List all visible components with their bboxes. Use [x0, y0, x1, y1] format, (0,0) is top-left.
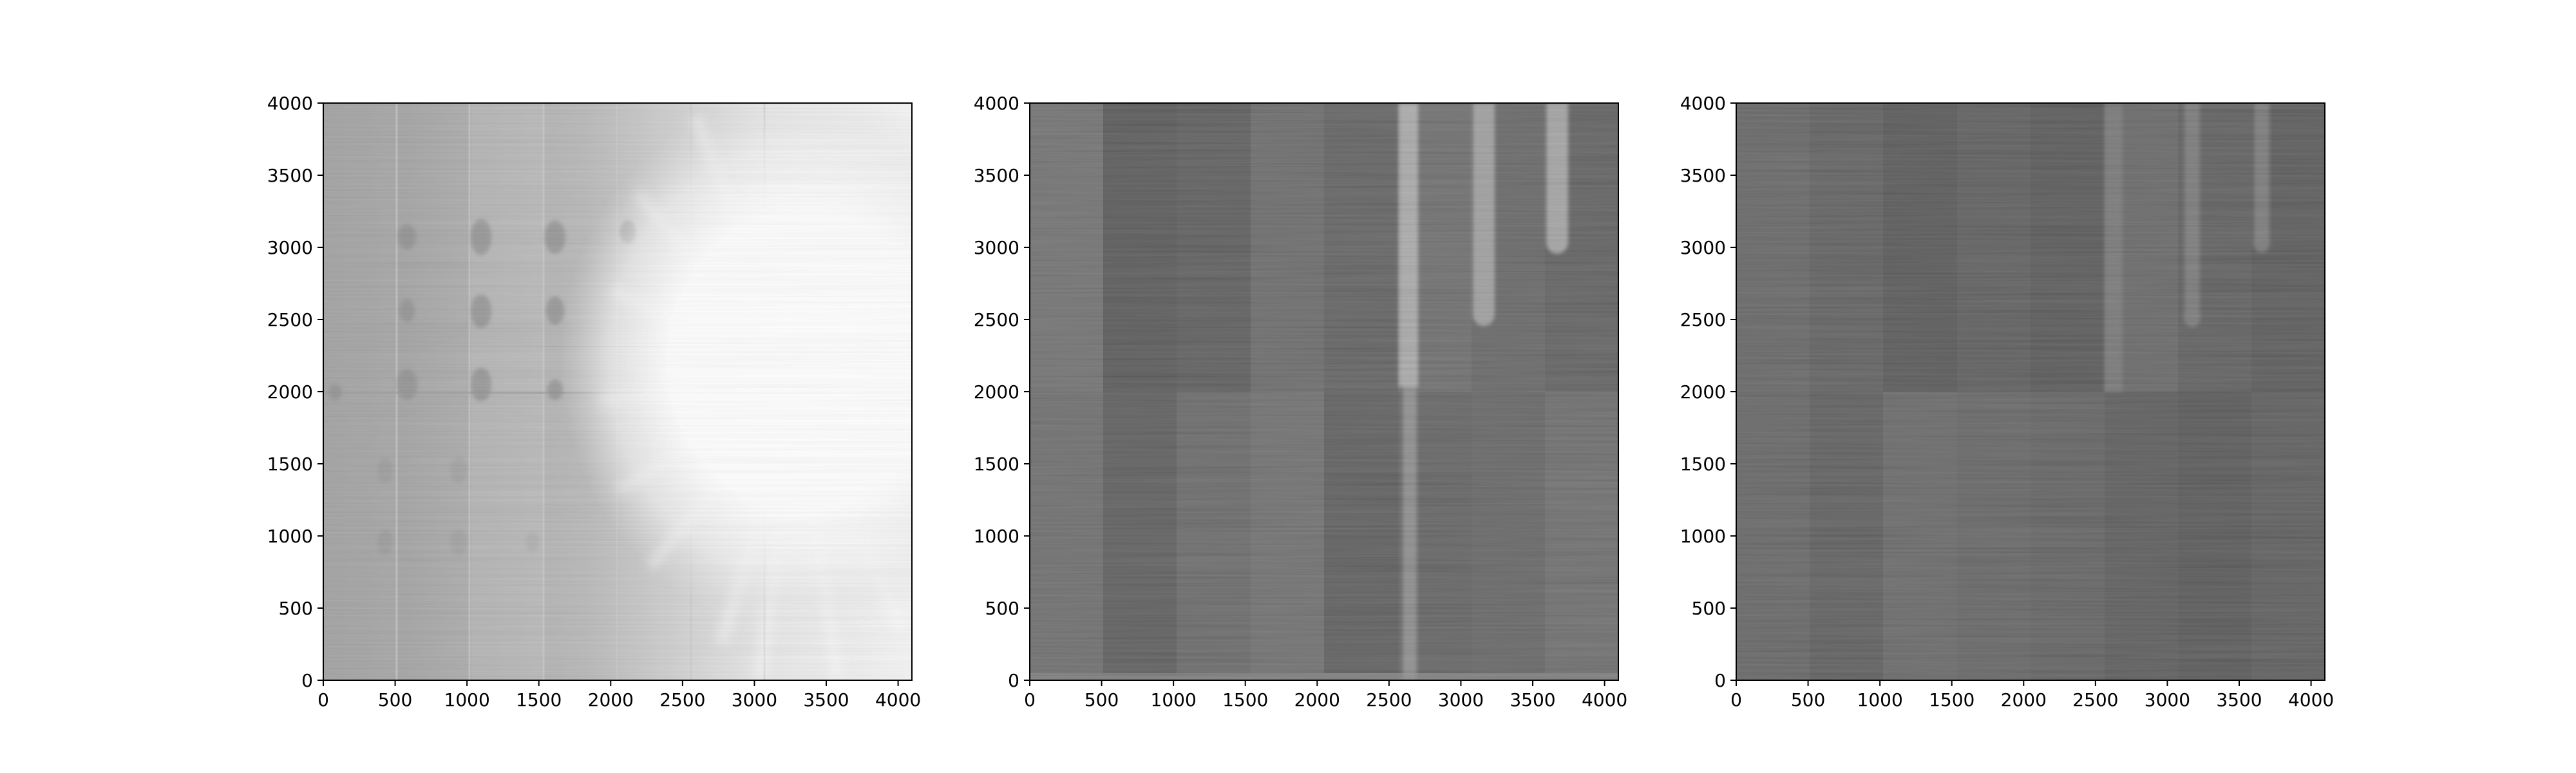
x-tick-label-2-2: 1000	[1151, 689, 1197, 711]
x-tick-label-2-4: 2000	[1294, 689, 1340, 711]
y-tick-label-3-2: 1000	[1680, 526, 1726, 547]
y-tick-label-2-0: 0	[1008, 670, 1019, 691]
y-tick-label-1-0: 0	[301, 670, 313, 691]
y-tick-label-3-6: 3000	[1680, 237, 1726, 258]
x-tick-label-1-0: 0	[317, 689, 329, 711]
panel-2-image	[1030, 103, 1618, 680]
y-tick-label-3-1: 500	[1692, 598, 1726, 619]
y-tick-label-2-8: 4000	[974, 93, 1019, 114]
y-tick-label-3-3: 1500	[1680, 453, 1726, 475]
x-tick-label-2-5: 2500	[1366, 689, 1412, 711]
x-tick-label-1-6: 3000	[732, 689, 777, 711]
x-tick-label-3-2: 1000	[1857, 689, 1903, 711]
panel-3-image	[1736, 103, 2325, 680]
y-tick-label-1-8: 4000	[267, 93, 313, 114]
y-tick-label-2-2: 1000	[974, 526, 1019, 547]
x-tick-label-1-5: 2500	[659, 689, 705, 711]
axes-2: 0 500 1000 1500 2000 2500 3000 3500 4000 0 500 1000…	[974, 93, 1627, 711]
y-tick-label-3-8: 4000	[1680, 93, 1726, 114]
y-tick-label-3-5: 2500	[1680, 309, 1726, 330]
y-tick-label-2-6: 3000	[974, 237, 1019, 258]
x-tick-label-2-6: 3000	[1438, 689, 1484, 711]
x-tick-label-3-3: 1500	[1929, 689, 1975, 711]
x-tick-label-2-3: 1500	[1222, 689, 1268, 711]
x-tick-label-2-0: 0	[1024, 689, 1036, 711]
x-tick-label-3-1: 500	[1791, 689, 1825, 711]
x-tick-label-2-7: 3500	[1510, 689, 1555, 711]
y-tick-label-3-0: 0	[1714, 670, 1726, 691]
y-tick-label-1-4: 2000	[267, 381, 313, 403]
y-tick-label-1-7: 3500	[267, 165, 313, 186]
y-tick-label-2-7: 3500	[974, 165, 1019, 186]
y-tick-label-2-5: 2500	[974, 309, 1019, 330]
x-tick-label-3-4: 2000	[2001, 689, 2047, 711]
x-tick-label-1-8: 4000	[875, 689, 921, 711]
x-tick-label-2-8: 4000	[1582, 689, 1627, 711]
x-tick-label-3-7: 3500	[2216, 689, 2262, 711]
x-tick-label-1-7: 3500	[803, 689, 849, 711]
x-tick-label-3-5: 2500	[2072, 689, 2118, 711]
x-tick-label-1-4: 2000	[588, 689, 634, 711]
y-tick-label-3-4: 2000	[1680, 381, 1726, 403]
y-tick-label-1-6: 3000	[267, 237, 313, 258]
x-tick-label-1-2: 1000	[444, 689, 490, 711]
y-tick-label-2-4: 2000	[974, 381, 1019, 403]
y-tick-label-3-7: 3500	[1680, 165, 1726, 186]
y-tick-label-2-3: 1500	[974, 453, 1019, 475]
x-tick-label-1-3: 1500	[516, 689, 562, 711]
axes-1: 0 500 1000 1500 2000 2500 3000 3500 4000 0 500 1000…	[267, 93, 921, 711]
x-tick-label-2-1: 500	[1084, 689, 1119, 711]
x-tick-label-1-1: 500	[378, 689, 412, 711]
y-tick-label-2-1: 500	[985, 598, 1019, 619]
y-tick-label-1-2: 1000	[267, 526, 313, 547]
x-tick-label-3-6: 3000	[2145, 689, 2190, 711]
x-tick-label-3-8: 4000	[2288, 689, 2334, 711]
panel-1-image	[323, 103, 912, 680]
axes-3: 0 500 1000 1500 2000 2500 3000 3500 4000 0 500 1000…	[1680, 93, 2334, 711]
y-tick-label-1-1: 500	[279, 598, 313, 619]
y-tick-label-1-3: 1500	[267, 453, 313, 475]
y-tick-label-1-5: 2500	[267, 309, 313, 330]
x-tick-label-3-0: 0	[1730, 689, 1742, 711]
